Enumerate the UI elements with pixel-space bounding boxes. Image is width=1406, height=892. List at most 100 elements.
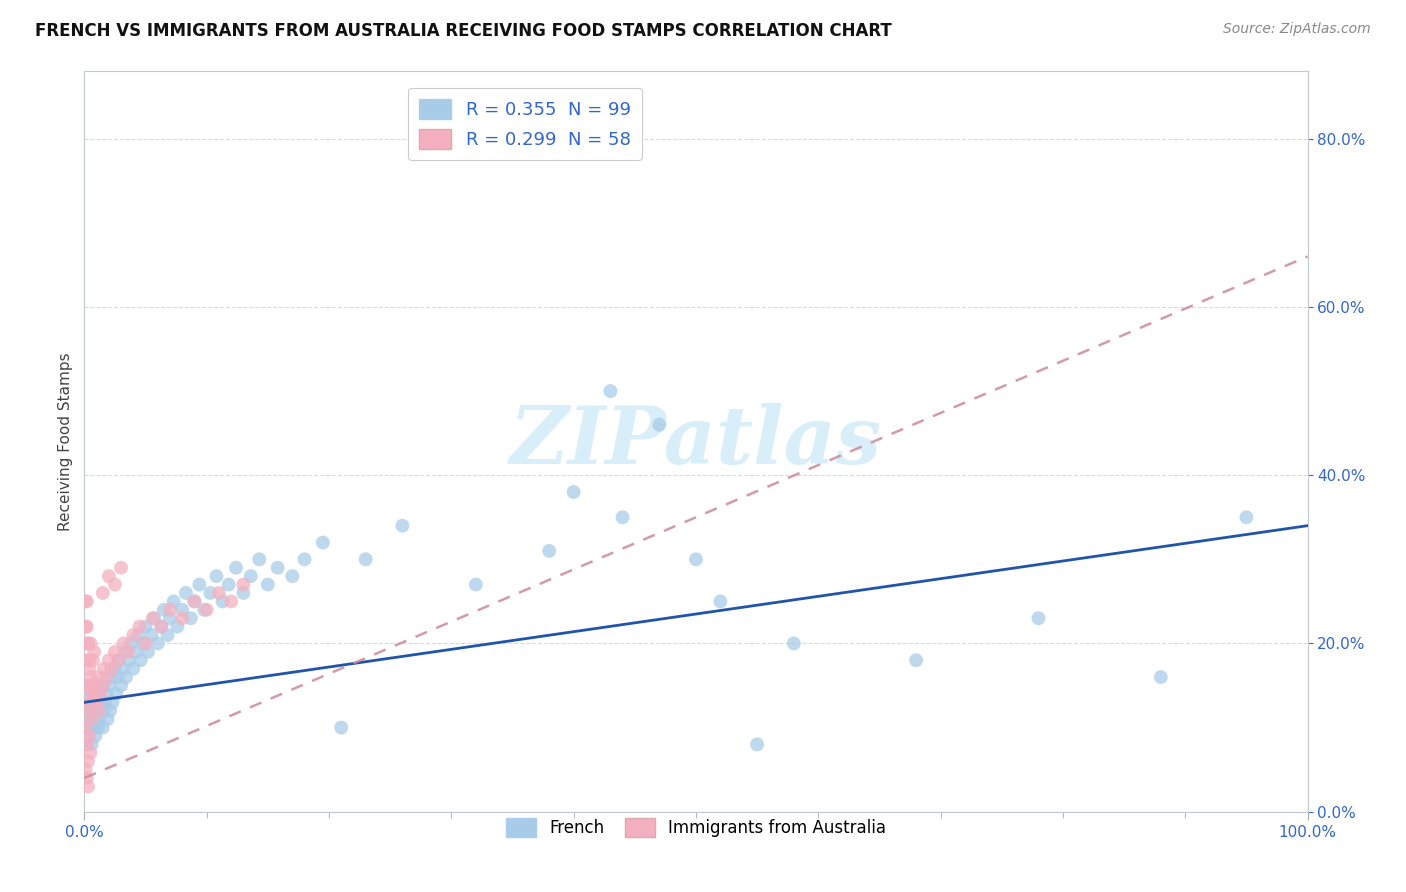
Point — [79, 721, 101, 735]
Point — [89, 687, 111, 701]
Point — [211, 594, 233, 608]
Point — [82, 653, 104, 667]
Point — [294, 552, 316, 566]
Point — [120, 636, 142, 650]
Point — [80, 679, 103, 693]
Point — [105, 687, 128, 701]
Point — [100, 662, 122, 676]
Point — [104, 577, 127, 591]
Point — [82, 695, 104, 709]
Point — [77, 754, 100, 768]
Point — [747, 738, 769, 752]
Point — [107, 653, 129, 667]
Legend: French, Immigrants from Australia: French, Immigrants from Australia — [499, 812, 893, 844]
Point — [75, 619, 97, 633]
Point — [93, 662, 115, 676]
Point — [97, 712, 120, 726]
Text: ZIPatlas: ZIPatlas — [510, 403, 882, 480]
Point — [77, 653, 100, 667]
Point — [538, 544, 561, 558]
Point — [193, 603, 215, 617]
Point — [648, 417, 671, 432]
Point — [218, 577, 240, 591]
Point — [709, 594, 731, 608]
Point — [77, 704, 100, 718]
Point — [75, 738, 97, 752]
Point — [905, 653, 928, 667]
Point — [77, 695, 100, 709]
Point — [75, 721, 97, 735]
Point — [281, 569, 304, 583]
Point — [87, 721, 110, 735]
Point — [77, 636, 100, 650]
Point — [80, 738, 103, 752]
Point — [91, 679, 114, 693]
Point — [87, 687, 110, 701]
Point — [1236, 510, 1258, 524]
Point — [75, 704, 97, 718]
Point — [77, 712, 100, 726]
Point — [87, 670, 110, 684]
Point — [142, 611, 165, 625]
Point — [91, 679, 114, 693]
Point — [77, 679, 100, 693]
Point — [166, 619, 188, 633]
Point — [200, 586, 222, 600]
Point — [783, 636, 806, 650]
Point — [110, 679, 132, 693]
Point — [127, 628, 149, 642]
Point — [82, 687, 104, 701]
Point — [599, 384, 621, 398]
Point — [247, 552, 270, 566]
Point — [105, 670, 128, 684]
Point — [84, 679, 107, 693]
Point — [76, 619, 98, 633]
Point — [76, 738, 98, 752]
Point — [150, 619, 173, 633]
Point — [93, 704, 115, 718]
Point — [83, 687, 105, 701]
Point — [195, 603, 218, 617]
Point — [129, 653, 152, 667]
Point — [135, 619, 157, 633]
Point — [232, 577, 254, 591]
Point — [94, 695, 117, 709]
Point — [83, 645, 105, 659]
Point — [76, 636, 98, 650]
Point — [90, 695, 112, 709]
Point — [97, 653, 120, 667]
Point — [77, 780, 100, 794]
Point — [205, 569, 228, 583]
Point — [208, 586, 231, 600]
Point — [562, 485, 585, 500]
Point — [128, 619, 150, 633]
Point — [98, 704, 121, 718]
Point — [183, 594, 205, 608]
Point — [86, 704, 108, 718]
Point — [80, 687, 103, 701]
Point — [312, 535, 335, 549]
Point — [77, 704, 100, 718]
Point — [87, 712, 110, 726]
Point — [172, 611, 194, 625]
Point — [77, 662, 100, 676]
Point — [1028, 611, 1050, 625]
Point — [87, 679, 110, 693]
Point — [135, 636, 157, 650]
Point — [141, 628, 163, 642]
Point — [132, 636, 155, 650]
Point — [80, 712, 103, 726]
Point — [76, 594, 98, 608]
Point — [75, 763, 97, 777]
Point — [225, 560, 247, 574]
Point — [97, 569, 120, 583]
Text: FRENCH VS IMMIGRANTS FROM AUSTRALIA RECEIVING FOOD STAMPS CORRELATION CHART: FRENCH VS IMMIGRANTS FROM AUSTRALIA RECE… — [35, 22, 891, 40]
Point — [104, 645, 127, 659]
Point — [101, 695, 124, 709]
Point — [97, 679, 120, 693]
Point — [79, 687, 101, 701]
Point — [391, 518, 413, 533]
Point — [685, 552, 707, 566]
Point — [143, 611, 166, 625]
Point — [76, 771, 98, 785]
